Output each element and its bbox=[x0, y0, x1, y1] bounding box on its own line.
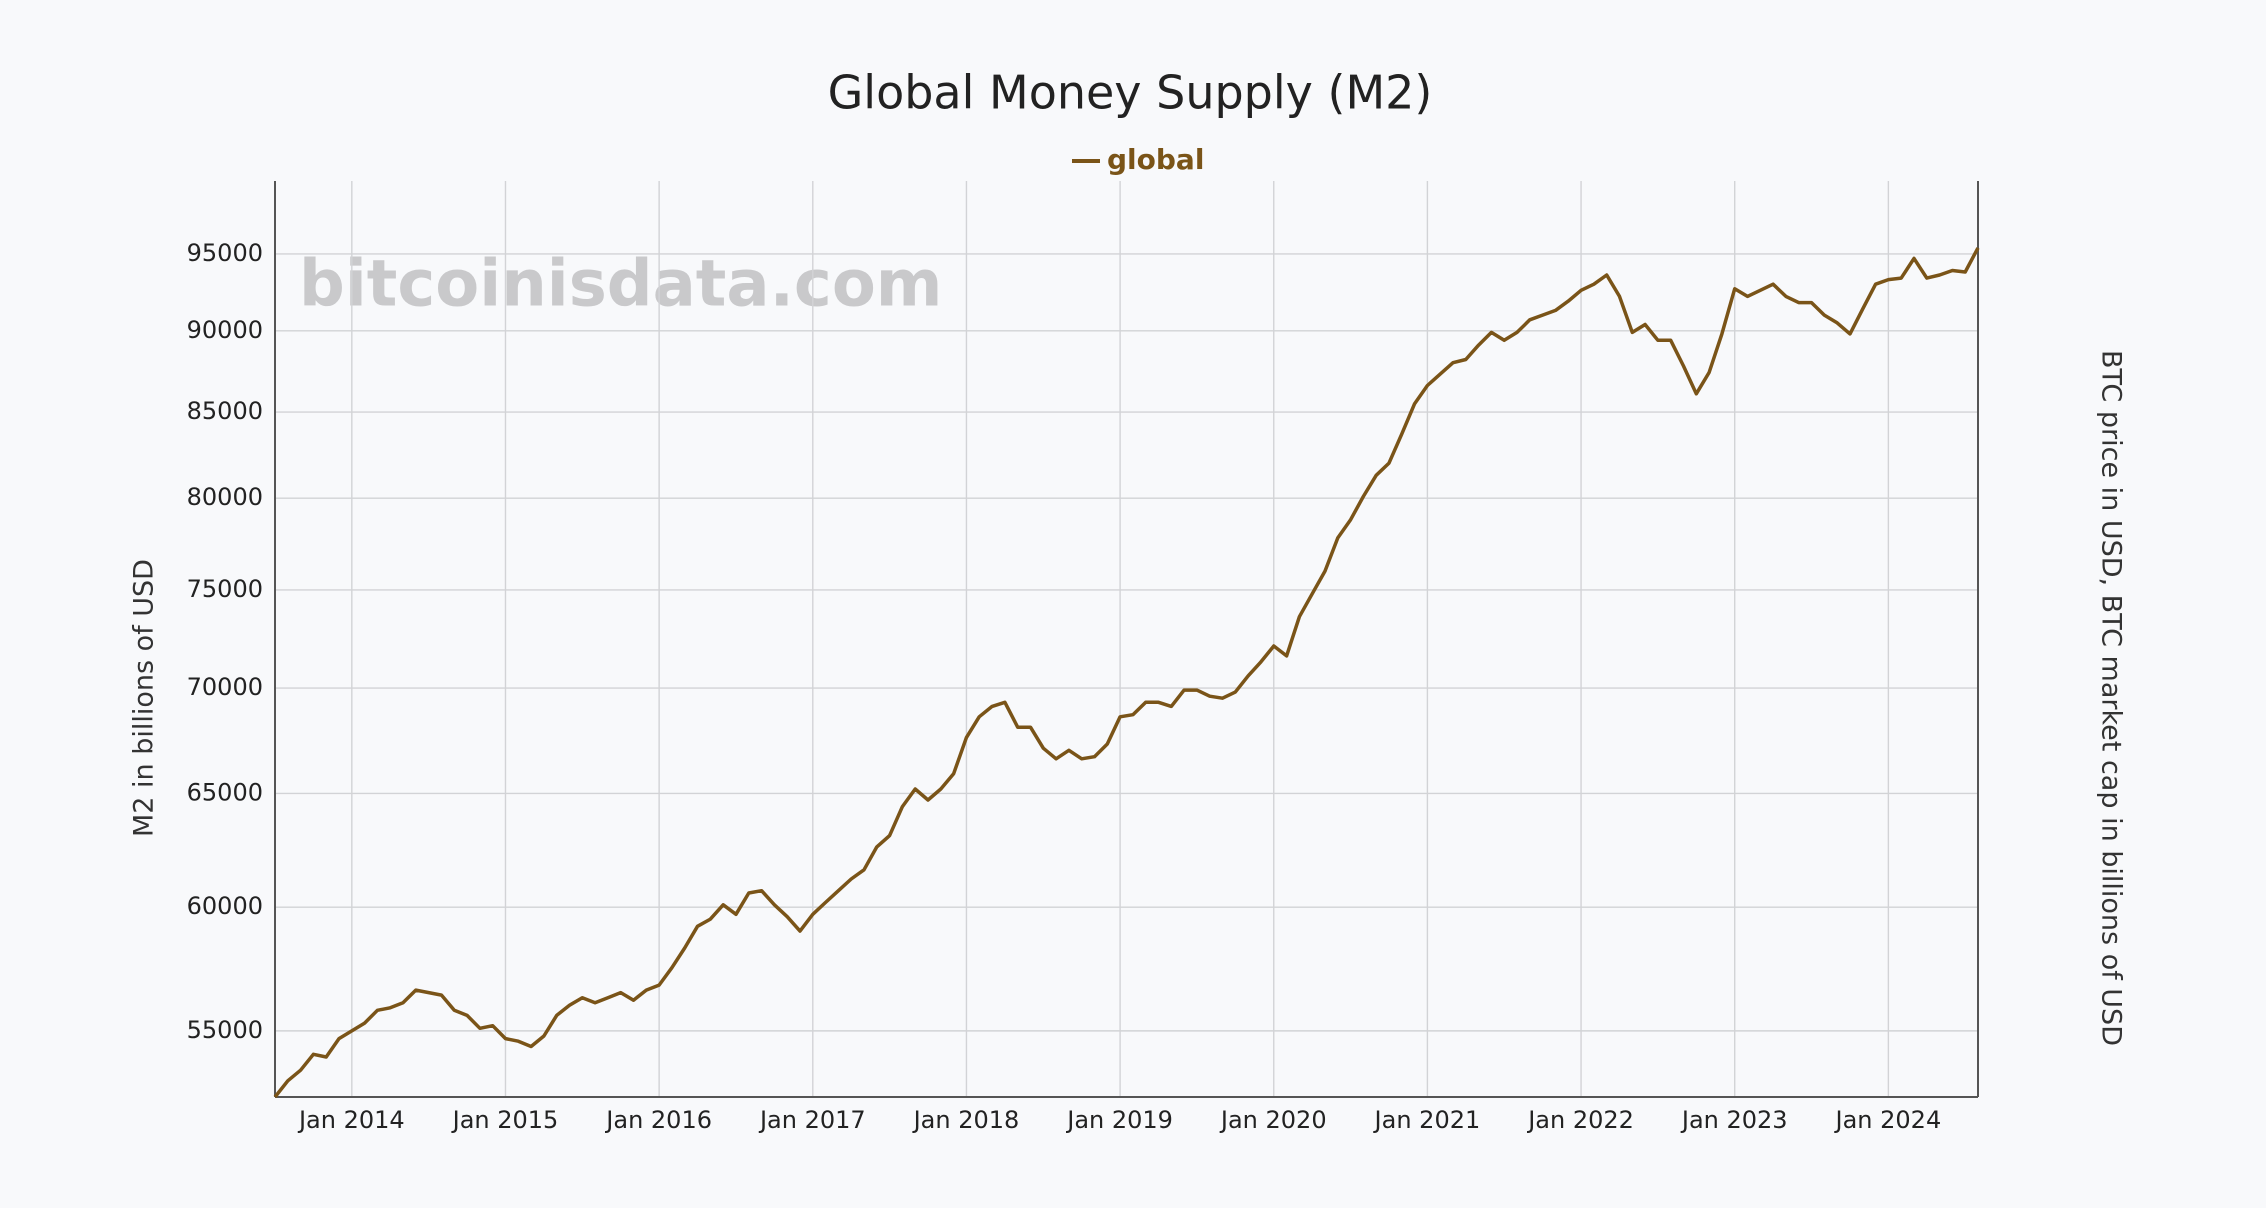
data-line bbox=[273, 247, 1980, 1099]
x-tick-label: Jan 2021 bbox=[1373, 1106, 1481, 1134]
y-tick-label: 75000 bbox=[187, 575, 263, 603]
y-tick-label: 95000 bbox=[187, 239, 263, 267]
x-tick-label: Jan 2019 bbox=[1065, 1106, 1173, 1134]
x-tick-label: Jan 2018 bbox=[912, 1106, 1020, 1134]
y-axis-label: M2 in billions of USD bbox=[129, 559, 160, 837]
y-tick-label: 80000 bbox=[187, 483, 263, 511]
x-tick-label: Jan 2014 bbox=[297, 1106, 405, 1134]
x-tick-label: Jan 2020 bbox=[1219, 1106, 1327, 1134]
x-tick-label: Jan 2017 bbox=[758, 1106, 866, 1134]
x-tick-label: Jan 2016 bbox=[604, 1106, 712, 1134]
y-tick-label: 90000 bbox=[187, 316, 263, 344]
x-tick-label: Jan 2015 bbox=[451, 1106, 559, 1134]
legend-label: global bbox=[1107, 143, 1204, 176]
x-tick-label: Jan 2022 bbox=[1526, 1106, 1634, 1134]
y-tick-label: 65000 bbox=[187, 778, 263, 806]
watermark: bitcoinisdata.com bbox=[299, 248, 942, 322]
chart-title: Global Money Supply (M2) bbox=[828, 66, 1433, 120]
y2-axis-label: BTC price in USD, BTC market cap in bill… bbox=[2096, 350, 2127, 1046]
y-tick-label: 70000 bbox=[187, 673, 263, 701]
y-tick-label: 60000 bbox=[187, 892, 263, 920]
y-tick-label: 85000 bbox=[187, 397, 263, 425]
x-tick-label: Jan 2023 bbox=[1680, 1106, 1788, 1134]
y-tick-label: 55000 bbox=[187, 1016, 263, 1044]
x-tick-label: Jan 2024 bbox=[1834, 1106, 1942, 1134]
